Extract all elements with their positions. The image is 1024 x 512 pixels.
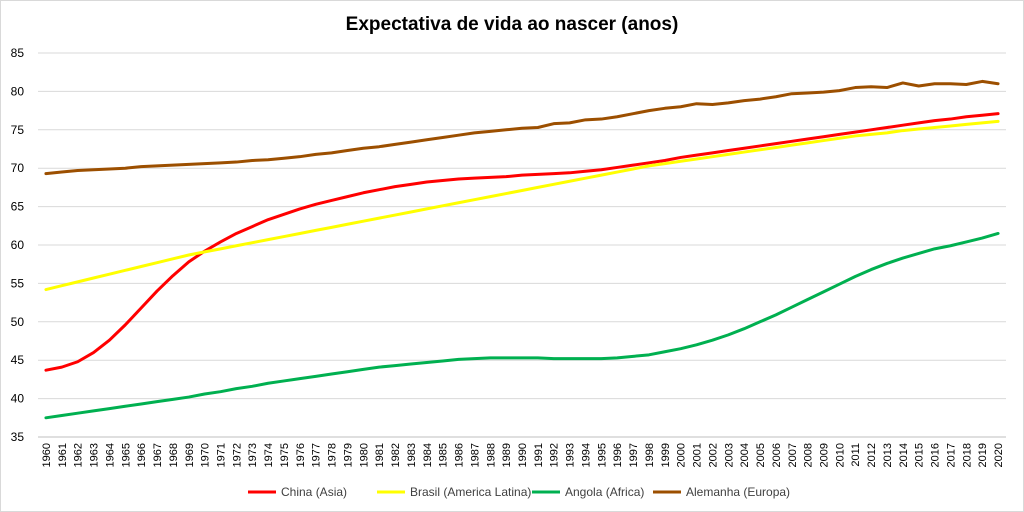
y-tick-label: 40: [11, 392, 25, 406]
legend-item-2: Brasil (America Latina): [377, 485, 531, 499]
series-line-4: [44, 79, 1000, 176]
y-tick-label: 65: [11, 200, 25, 214]
x-tick-label: 2019: [977, 443, 989, 467]
x-tick-label: 2017: [945, 443, 957, 467]
x-tick-label: 1986: [454, 443, 466, 467]
x-tick-label: 2007: [787, 443, 799, 467]
series-line-2: [44, 119, 1000, 292]
gridlines: [38, 52, 1006, 438]
x-tick-label: 2001: [692, 443, 704, 467]
y-axis: 35 40 45 50 55 60 65 70 75 80 85: [11, 46, 25, 444]
x-tick-label: 1964: [104, 443, 116, 467]
x-tick-label: 1978: [327, 443, 339, 467]
x-tick-label: 2002: [707, 443, 719, 467]
legend-label: Brasil (America Latina): [410, 485, 531, 499]
chart-title: Expectativa de vida ao nascer (anos): [345, 14, 679, 35]
legend-item-1: China (Asia): [248, 485, 347, 499]
x-tick-label: 1985: [438, 443, 450, 467]
x-tick-label: 1989: [501, 443, 513, 467]
x-tick-label: 1969: [184, 443, 196, 467]
y-tick-label: 35: [11, 430, 25, 444]
x-tick-label: 1993: [565, 443, 577, 467]
x-tick-label: 1979: [342, 443, 354, 467]
x-tick-label: 2008: [803, 443, 815, 467]
series-lines: [44, 79, 1000, 420]
x-tick-label: 1968: [168, 443, 180, 467]
x-tick-label: 1961: [57, 443, 69, 467]
x-tick-label: 1997: [628, 443, 640, 467]
x-tick-label: 2010: [834, 443, 846, 467]
x-tick-label: 2018: [961, 443, 973, 467]
x-tick-label: 1963: [89, 443, 101, 467]
x-axis: 1960 1961 1962 1963 1964 1965 1966 1967 1968 1969…: [41, 443, 1005, 467]
x-tick-label: 1974: [263, 443, 275, 467]
x-tick-label: 1998: [644, 443, 656, 467]
x-tick-label: 1976: [295, 443, 307, 467]
x-tick-label: 2014: [898, 443, 910, 467]
y-tick-label: 50: [11, 315, 25, 329]
x-tick-label: 1992: [549, 443, 561, 467]
x-tick-label: 1960: [41, 443, 53, 467]
x-tick-label: 1995: [596, 443, 608, 467]
x-tick-label: 1980: [358, 443, 370, 467]
x-tick-label: 2009: [819, 443, 831, 467]
x-tick-label: 2012: [866, 443, 878, 467]
x-tick-label: 1967: [152, 443, 164, 467]
x-tick-label: 2000: [676, 443, 688, 467]
x-tick-label: 1988: [485, 443, 497, 467]
legend: China (Asia) Brasil (America Latina) Angol…: [248, 485, 790, 499]
x-tick-label: 1982: [390, 443, 402, 467]
y-tick-label: 45: [11, 353, 25, 367]
x-tick-label: 1983: [406, 443, 418, 467]
x-tick-label: 1991: [533, 443, 545, 467]
x-tick-label: 2003: [723, 443, 735, 467]
x-tick-label: 1981: [374, 443, 386, 467]
series-line-1: [44, 112, 1000, 372]
x-tick-label: 2020: [993, 443, 1005, 467]
x-tick-label: 1987: [469, 443, 481, 467]
x-tick-label: 2006: [771, 443, 783, 467]
series-line-3: [44, 231, 1000, 420]
x-tick-label: 1996: [612, 443, 624, 467]
x-tick-label: 2011: [850, 443, 862, 467]
x-tick-label: 2005: [755, 443, 767, 467]
x-tick-label: 2016: [930, 443, 942, 467]
y-tick-label: 75: [11, 123, 25, 137]
legend-item-4: Alemanha (Europa): [653, 485, 790, 499]
x-tick-label: 1973: [247, 443, 259, 467]
x-tick-label: 1971: [215, 443, 227, 467]
x-tick-label: 1990: [517, 443, 529, 467]
y-tick-label: 80: [11, 84, 25, 98]
legend-label: Angola (Africa): [565, 485, 644, 499]
x-tick-label: 1977: [311, 443, 323, 467]
x-tick-label: 1984: [422, 443, 434, 467]
legend-label: China (Asia): [281, 485, 347, 499]
x-tick-label: 2004: [739, 443, 751, 467]
x-tick-label: 1970: [200, 443, 212, 467]
y-tick-label: 60: [11, 238, 25, 252]
x-tick-label: 1962: [73, 443, 85, 467]
x-tick-label: 1994: [580, 443, 592, 467]
y-tick-label: 85: [11, 46, 25, 60]
x-tick-label: 1972: [231, 443, 243, 467]
legend-label: Alemanha (Europa): [686, 485, 790, 499]
x-tick-label: 2015: [914, 443, 926, 467]
x-tick-label: 1999: [660, 443, 672, 467]
x-tick-label: 1975: [279, 443, 291, 467]
x-tick-label: 1966: [136, 443, 148, 467]
y-tick-label: 70: [11, 161, 25, 175]
y-tick-label: 55: [11, 276, 25, 290]
legend-item-3: Angola (Africa): [532, 485, 644, 499]
x-tick-label: 1965: [120, 443, 132, 467]
x-tick-label: 2013: [882, 443, 894, 467]
